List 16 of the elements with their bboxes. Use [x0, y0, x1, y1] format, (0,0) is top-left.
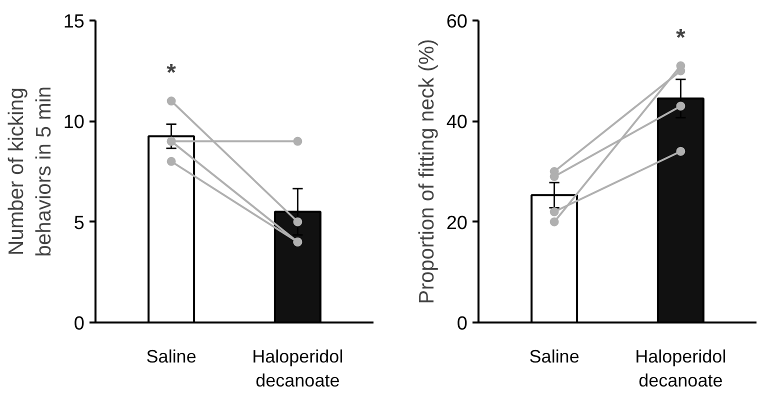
y-axis-title: Proportion of fitting neck (%) — [415, 39, 438, 304]
y-tick-label: 20 — [446, 212, 468, 234]
x-tick-label: Haloperidol decanoate — [252, 346, 344, 390]
y-tick-label: 0 — [456, 314, 468, 334]
annotation: * — [166, 60, 177, 87]
annotation: * — [676, 24, 686, 52]
x-tick-label: Saline — [529, 346, 580, 366]
x-tick-label: Haloperidol decanoate — [635, 346, 726, 390]
y-tick-label: 40 — [446, 112, 468, 134]
y-tick-label: 60 — [446, 12, 468, 32]
y-tick-label: 10 — [63, 112, 85, 134]
y-tick-label: 0 — [74, 314, 85, 334]
y-axis-title: Number of kicking behaviors in 5 min — [4, 86, 56, 257]
y-tick-label: 5 — [74, 212, 85, 234]
x-tick-label: Saline — [146, 346, 196, 366]
y-tick-label: 15 — [63, 12, 85, 32]
